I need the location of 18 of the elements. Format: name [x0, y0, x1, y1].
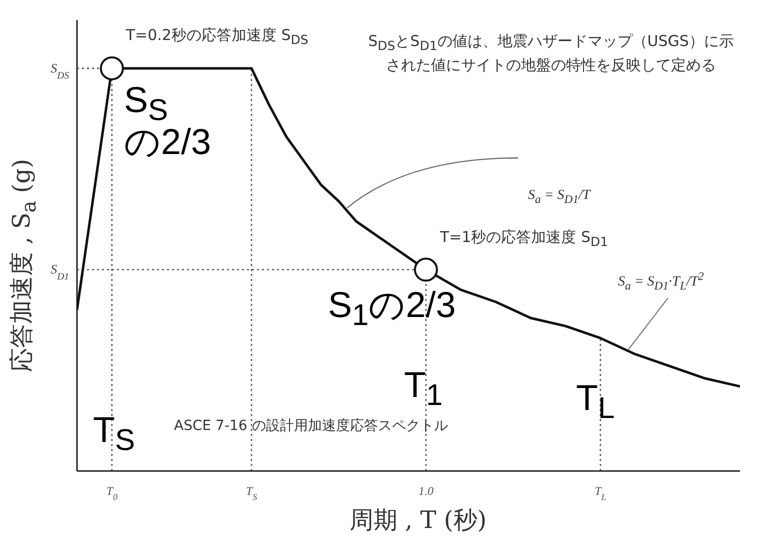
- annotation: S$_{a}$ = S$_{D1}$/T: [528, 188, 590, 207]
- annotation: T$_{1}$: [404, 363, 443, 414]
- ref-line-label: S$_{D1}$: [50, 262, 69, 282]
- x-tick-label: T$_{0}$: [106, 484, 118, 502]
- x-axis-title: 周期 , T (秒): [348, 505, 488, 536]
- annotation: T=0.2秒の応答加速度 S$_{DS}$: [126, 26, 308, 48]
- x-tick-label: T$_{S}$: [246, 484, 258, 502]
- x-tick-label: 1.0: [418, 484, 434, 498]
- annotation: T$_{L}$: [576, 376, 615, 428]
- annotation: T=1秒の応答加速度 S$_{D1}$: [440, 228, 608, 249]
- annotation: された値にサイトの地盤の特性を反映して定める: [385, 56, 717, 74]
- annotation: T$_{S}$: [93, 408, 136, 460]
- text: S$_{DS}$とS$_{D1}$の値は、地震ハザードマップ（USGS）に示: [367, 32, 735, 53]
- annotation: S$_{a}$ = S$_{D1}$·T$_{L}$/T$^{2}$: [618, 270, 704, 294]
- annotation: ASCE 7-16 の設計用加速度応答スペクトル: [174, 418, 448, 435]
- ref-line-label: S$_{DS}$: [50, 60, 70, 81]
- annotation: S$_{1}$の2/3: [328, 283, 456, 334]
- x-tick-label: T$_{L}$: [594, 484, 606, 502]
